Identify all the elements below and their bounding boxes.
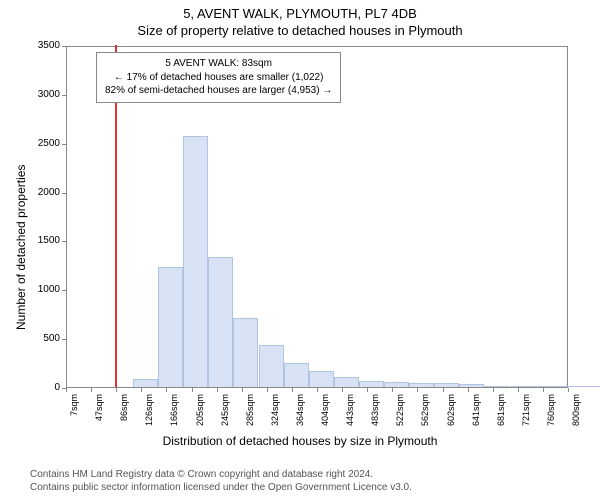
histogram-bar [158, 267, 183, 387]
histogram-bar [434, 383, 459, 387]
y-tick-label: 3000 [26, 89, 60, 100]
histogram-bar [585, 386, 600, 387]
histogram-bar [459, 384, 484, 387]
y-tick-mark [62, 193, 66, 194]
x-tick-mark [91, 388, 92, 392]
histogram-bar [484, 386, 509, 387]
footer: Contains HM Land Registry data © Crown c… [0, 462, 600, 500]
x-tick-mark [192, 388, 193, 392]
y-tick-mark [62, 290, 66, 291]
histogram-bar [334, 377, 359, 387]
y-tick-mark [62, 241, 66, 242]
y-tick-mark [62, 46, 66, 47]
x-tick-mark [317, 388, 318, 392]
info-line-1: 5 AVENT WALK: 83sqm [105, 57, 332, 71]
histogram-bar [510, 386, 535, 387]
x-tick-mark [568, 388, 569, 392]
info-line-2: ← 17% of detached houses are smaller (1,… [105, 71, 332, 85]
y-tick-label: 1000 [26, 284, 60, 295]
page-title: 5, AVENT WALK, PLYMOUTH, PL7 4DB [0, 0, 600, 21]
x-tick-mark [493, 388, 494, 392]
y-tick-label: 0 [26, 382, 60, 393]
x-tick-mark [543, 388, 544, 392]
x-tick-mark [267, 388, 268, 392]
x-tick-mark [417, 388, 418, 392]
x-tick-mark [468, 388, 469, 392]
histogram-bar [409, 383, 434, 387]
y-tick-label: 1500 [26, 235, 60, 246]
histogram-bar [309, 371, 334, 387]
y-tick-mark [62, 339, 66, 340]
page-subtitle: Size of property relative to detached ho… [0, 21, 600, 38]
x-axis-label: Distribution of detached houses by size … [0, 434, 600, 448]
x-tick-mark [518, 388, 519, 392]
x-tick-mark [141, 388, 142, 392]
x-tick-mark [292, 388, 293, 392]
info-box: 5 AVENT WALK: 83sqm ← 17% of detached ho… [96, 52, 341, 103]
x-tick-mark [342, 388, 343, 392]
histogram-bar [183, 136, 208, 387]
histogram-bar [233, 318, 258, 387]
x-tick-mark [443, 388, 444, 392]
x-tick-mark [367, 388, 368, 392]
footer-line-1: Contains HM Land Registry data © Crown c… [30, 468, 592, 481]
y-tick-mark [62, 95, 66, 96]
histogram-bar [259, 345, 284, 387]
histogram-bar [384, 382, 409, 387]
y-tick-label: 3500 [26, 40, 60, 51]
histogram-bar [535, 386, 560, 387]
x-tick-mark [392, 388, 393, 392]
footer-line-2: Contains public sector information licen… [30, 481, 592, 494]
y-tick-label: 2000 [26, 187, 60, 198]
histogram-bar [560, 386, 585, 387]
y-tick-label: 2500 [26, 138, 60, 149]
x-tick-mark [116, 388, 117, 392]
histogram-bar [284, 363, 309, 387]
x-tick-mark [217, 388, 218, 392]
x-tick-mark [242, 388, 243, 392]
histogram-bar [208, 257, 233, 387]
histogram-bar [359, 381, 384, 387]
y-tick-mark [62, 144, 66, 145]
histogram-bar [133, 379, 158, 387]
y-tick-label: 500 [26, 333, 60, 344]
info-line-3: 82% of semi-detached houses are larger (… [105, 84, 332, 98]
x-tick-mark [166, 388, 167, 392]
x-tick-mark [66, 388, 67, 392]
